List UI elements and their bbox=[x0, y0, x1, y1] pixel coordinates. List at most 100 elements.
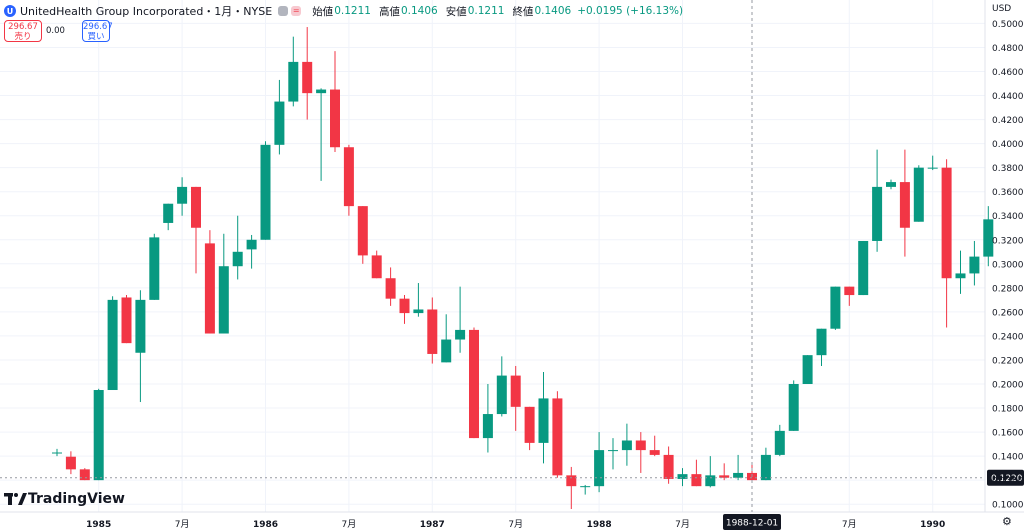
price-axis[interactable]: 0.1000 0.1200 0.1400 0.1600 0.1800 0.2000 0.22… bbox=[992, 20, 1024, 511]
gear-icon[interactable]: ⚙ bbox=[1002, 515, 1012, 528]
candle-body bbox=[983, 219, 994, 257]
candle bbox=[274, 79, 285, 155]
x-tick-label: 7月 bbox=[342, 519, 357, 530]
candle bbox=[677, 468, 688, 487]
candle-body bbox=[941, 167, 952, 279]
candle-body bbox=[385, 278, 396, 299]
candle-body bbox=[663, 454, 674, 479]
candle-body bbox=[733, 472, 744, 478]
candle-body bbox=[677, 474, 688, 479]
candle bbox=[246, 234, 257, 269]
y-tick-label: 0.3400 bbox=[992, 212, 1024, 222]
candle-body bbox=[260, 144, 271, 240]
candle bbox=[538, 371, 549, 464]
x-tick-label: 1988 bbox=[587, 520, 612, 530]
sell-button[interactable]: 296.67 売り bbox=[4, 20, 42, 42]
spread-value: 0.00 bbox=[46, 26, 65, 36]
candle-body bbox=[635, 440, 646, 451]
candle-body bbox=[524, 406, 535, 443]
candle bbox=[955, 250, 966, 294]
candle-body bbox=[482, 414, 493, 439]
candle bbox=[816, 328, 827, 366]
candle bbox=[371, 250, 382, 279]
candle bbox=[288, 36, 299, 107]
candle bbox=[566, 466, 577, 509]
candle-body bbox=[538, 398, 549, 443]
candle bbox=[469, 327, 479, 439]
time-axis[interactable]: 1985 7月 1986 7月 1987 7月 1988 7月 7月 1990 bbox=[86, 519, 945, 530]
tradingview-logo[interactable]: TradingView bbox=[4, 491, 125, 507]
symbol-title[interactable]: UnitedHealth Group Incorporated・1月・NYSE bbox=[20, 5, 273, 18]
candle-body bbox=[899, 182, 910, 228]
currency-label[interactable]: USD bbox=[992, 4, 1012, 14]
candle-body bbox=[288, 61, 299, 102]
buy-label: 買い bbox=[87, 32, 105, 42]
candle-body bbox=[816, 328, 827, 356]
candle bbox=[913, 165, 924, 222]
candle bbox=[580, 484, 591, 495]
last-price-box bbox=[987, 469, 1024, 486]
candle-body bbox=[441, 339, 452, 363]
candle bbox=[496, 356, 507, 417]
y-tick-label: 0.1800 bbox=[992, 405, 1024, 415]
candle-body bbox=[858, 240, 869, 296]
candle-body bbox=[872, 186, 883, 241]
candle bbox=[621, 423, 632, 466]
candle bbox=[649, 435, 660, 457]
candle bbox=[983, 206, 994, 267]
candle-body bbox=[927, 167, 938, 169]
candle-body bbox=[274, 101, 285, 145]
candle bbox=[260, 141, 271, 240]
candle bbox=[830, 286, 841, 330]
candles bbox=[52, 27, 994, 509]
y-tick-label: 0.4000 bbox=[992, 140, 1024, 150]
equals-icon[interactable]: = bbox=[291, 6, 302, 16]
low-label: 安値 bbox=[445, 5, 467, 18]
buy-button[interactable]: 296.67 買い bbox=[82, 20, 113, 42]
candle bbox=[343, 144, 354, 216]
candle bbox=[927, 155, 938, 171]
y-tick-label: 0.4200 bbox=[992, 116, 1024, 126]
candle-body bbox=[788, 384, 799, 431]
candle bbox=[330, 51, 340, 153]
candle bbox=[594, 432, 605, 493]
candle bbox=[93, 388, 104, 481]
y-tick-label: 0.1000 bbox=[992, 501, 1024, 511]
candle-body bbox=[760, 454, 771, 481]
candle bbox=[218, 233, 229, 334]
x-tick-label: 7月 bbox=[842, 519, 857, 530]
candle bbox=[302, 27, 313, 120]
tradingview-logo-icon bbox=[4, 493, 27, 505]
candle-body bbox=[371, 255, 382, 279]
candle bbox=[802, 355, 813, 384]
x-tick-label: 7月 bbox=[175, 519, 190, 530]
candle bbox=[399, 295, 410, 324]
candle-body bbox=[135, 299, 146, 353]
buy-price: 296.67 bbox=[83, 22, 113, 32]
x-tick-label: 1986 bbox=[253, 520, 278, 530]
candle bbox=[719, 463, 730, 481]
grid-lines bbox=[0, 0, 985, 512]
candle bbox=[441, 314, 452, 363]
candle-body bbox=[163, 203, 174, 223]
logo-icon: U bbox=[4, 5, 16, 17]
candle bbox=[691, 459, 702, 487]
candle-body bbox=[844, 286, 855, 296]
candle-body bbox=[232, 251, 243, 267]
crosshair-date-box bbox=[723, 514, 781, 530]
candle-body bbox=[566, 475, 577, 487]
eye-icon[interactable] bbox=[278, 6, 289, 16]
candle-body bbox=[969, 256, 980, 274]
candle-body bbox=[955, 273, 966, 279]
candle bbox=[65, 451, 76, 475]
candle-body bbox=[316, 89, 327, 94]
y-tick-label: 0.4400 bbox=[992, 92, 1024, 102]
candle-body bbox=[65, 456, 76, 470]
candle bbox=[357, 206, 368, 264]
candle bbox=[969, 240, 980, 286]
low-value: 0.1211 bbox=[467, 5, 505, 17]
candle-body bbox=[621, 440, 632, 451]
candle bbox=[232, 215, 243, 280]
candle bbox=[135, 290, 146, 403]
